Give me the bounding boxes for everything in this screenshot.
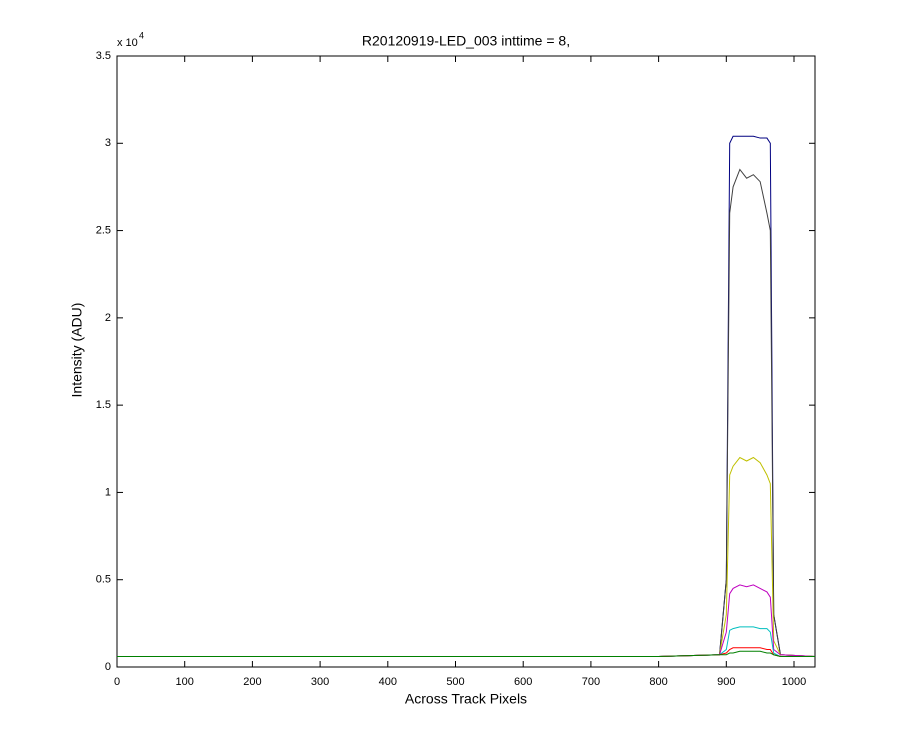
series-line	[117, 650, 815, 658]
x-tick-label: 800	[649, 676, 667, 688]
x-tick-label: 700	[582, 676, 600, 688]
y-multiplier: x 10	[117, 37, 138, 49]
y-axis-label: Intensity (ADU)	[69, 303, 85, 398]
x-tick-label: 400	[379, 676, 397, 688]
y-multiplier-exponent: 4	[139, 30, 144, 40]
chart-title: R20120919-LED_003 inttime = 8,	[362, 33, 570, 49]
x-tick-label: 900	[717, 676, 735, 688]
series-line	[117, 168, 816, 658]
series-line	[117, 584, 816, 658]
x-tick-label: 600	[514, 676, 532, 688]
x-tick-label: 1000	[782, 676, 806, 688]
y-tick-label: 0.5	[96, 574, 111, 586]
x-tick-label: 500	[446, 676, 464, 688]
y-tick-label: 1.5	[96, 399, 111, 411]
series-line	[117, 456, 816, 658]
y-tick-label: 3	[105, 137, 111, 149]
x-axis-label: Across Track Pixels	[405, 691, 527, 707]
y-tick-label: 0	[105, 661, 111, 673]
y-tick-label: 2.5	[96, 224, 111, 236]
series-line	[117, 647, 815, 658]
y-tick-label: 1	[105, 486, 111, 498]
x-tick-label: 300	[311, 676, 329, 688]
x-tick-label: 100	[176, 676, 194, 688]
x-tick-label: 200	[243, 676, 261, 688]
series-line	[117, 626, 815, 658]
y-tick-label: 2	[105, 312, 111, 324]
y-tick-label: 3.5	[96, 50, 111, 62]
x-tick-label: 0	[114, 676, 120, 688]
plot-area	[116, 55, 816, 668]
